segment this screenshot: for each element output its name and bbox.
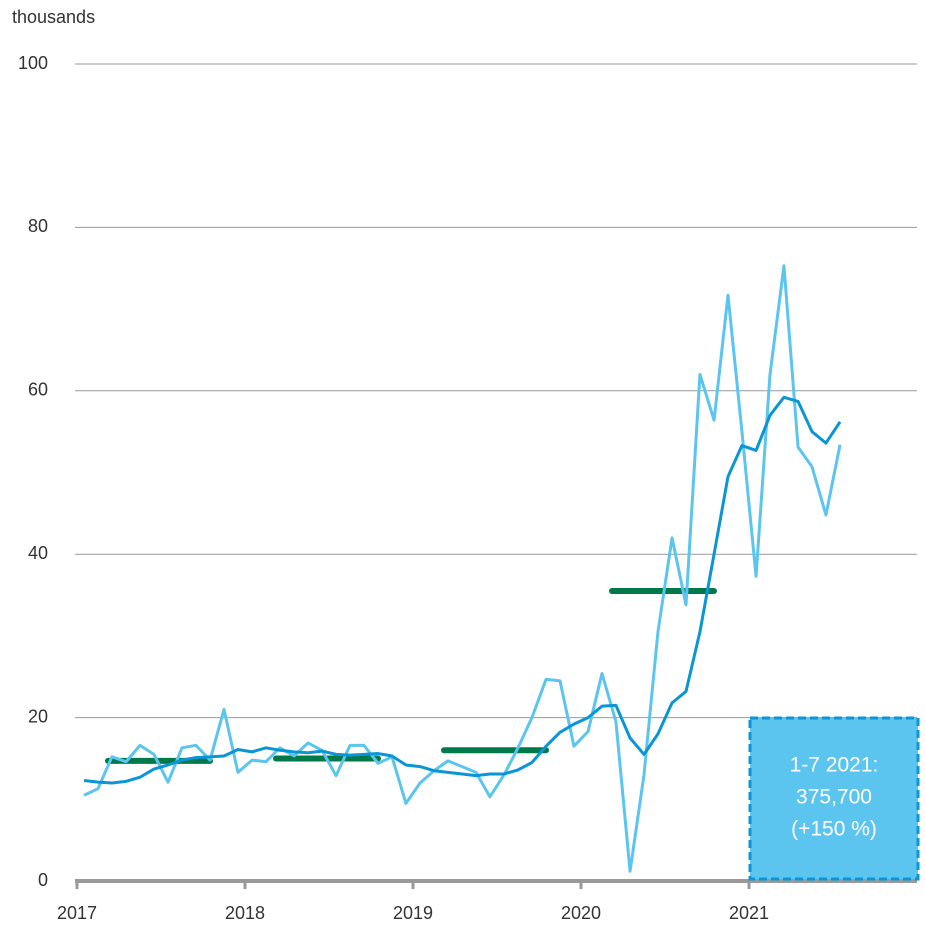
x-tick-label: 2021 bbox=[729, 903, 769, 923]
y-axis-label: thousands bbox=[12, 7, 95, 27]
x-tick-label: 2020 bbox=[561, 903, 601, 923]
series-line bbox=[83, 264, 842, 873]
annotation-box bbox=[748, 716, 920, 881]
y-tick-label: 100 bbox=[18, 53, 48, 73]
y-tick-label: 40 bbox=[28, 543, 48, 563]
annotation-text: (+150 %) bbox=[791, 818, 877, 841]
series-line bbox=[83, 395, 842, 785]
y-tick-label: 80 bbox=[28, 216, 48, 236]
y-tick-label: 20 bbox=[28, 706, 48, 726]
annotation-text: 375,700 bbox=[796, 786, 872, 809]
y-tick-label: 0 bbox=[38, 870, 48, 890]
x-tick-label: 2019 bbox=[393, 903, 433, 923]
annotation-text: 1-7 2021: bbox=[790, 754, 879, 777]
x-tick-label: 2018 bbox=[225, 903, 265, 923]
x-tick-label: 2017 bbox=[57, 903, 97, 923]
y-tick-label: 60 bbox=[28, 380, 48, 400]
